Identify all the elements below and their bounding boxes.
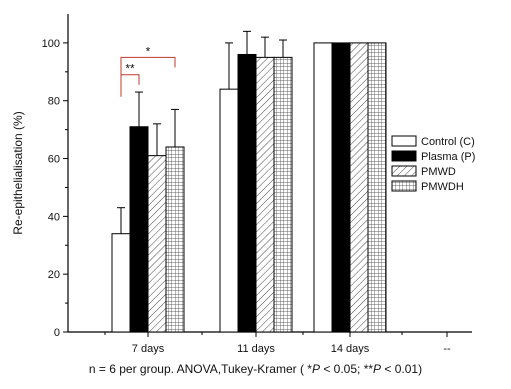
x-tick-label: 7 days [132, 343, 165, 355]
y-tick-label: 100 [42, 38, 60, 50]
legend-label: PMWD [421, 166, 456, 178]
caption-suffix: < 0.01) [381, 362, 423, 376]
legend-swatch [391, 180, 417, 192]
x-tick-label: -- [443, 343, 451, 355]
bar [255, 56, 275, 333]
bar [165, 146, 185, 333]
legend-label: Control (C) [421, 136, 475, 148]
significance-label: ** [125, 62, 135, 76]
bar [237, 53, 257, 333]
bar [313, 42, 333, 333]
x-tick-label: 11 days [237, 343, 275, 355]
bar [273, 56, 293, 333]
x-tick-label: 14 days [331, 343, 370, 355]
bar [367, 42, 387, 333]
bar [219, 88, 239, 333]
caption-prefix: n = 6 per group. ANOVA,Tukey-Kramer ( * [88, 362, 312, 376]
significance-label: * [146, 44, 151, 58]
bar [129, 126, 149, 333]
legend-label: Plasma (P) [421, 151, 475, 163]
y-tick-label: 0 [54, 327, 60, 339]
caption-p-symbol: P [311, 362, 320, 376]
y-axis-label: Re-epithelialisation (%) [11, 111, 25, 234]
bar [111, 233, 131, 333]
legend-swatch [391, 165, 417, 177]
caption-p-symbol: P [373, 362, 382, 376]
significance-bracket [120, 56, 176, 80]
bar [147, 155, 167, 333]
plot-area: 0 20 40 60 80 100 7 days 11 days 14 days -- Re-epi… [11, 14, 475, 355]
legend-swatch [391, 135, 417, 147]
legend-label: PMWDH [421, 181, 464, 193]
significance-bracket [120, 74, 140, 97]
y-tick-label: 20 [48, 269, 60, 281]
y-tick-label: 80 [48, 96, 60, 108]
bar [349, 42, 369, 333]
bar [331, 42, 351, 333]
caption-mid: < 0.05; ** [320, 362, 374, 376]
chart-caption: n = 6 per group. ANOVA,Tukey-Kramer ( *P… [0, 362, 511, 376]
legend-swatch [391, 150, 417, 162]
y-tick-label: 40 [48, 211, 60, 223]
y-tick-label: 60 [48, 154, 60, 166]
